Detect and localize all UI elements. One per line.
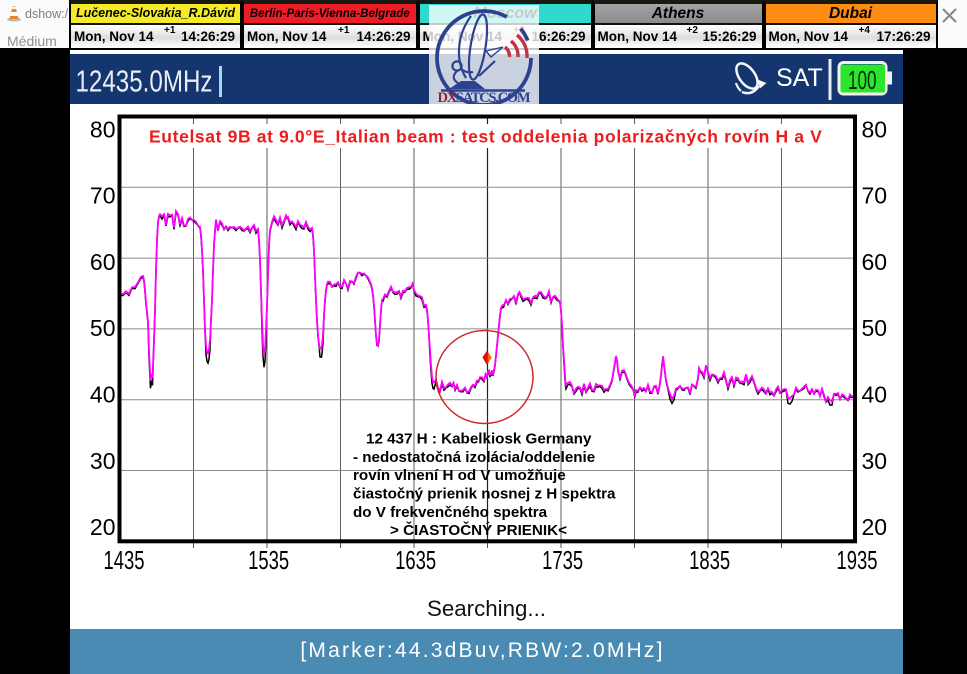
svg-text:80: 80 — [90, 116, 116, 142]
svg-text:60: 60 — [862, 249, 888, 275]
svg-text:Eutelsat 9B at 9.0°E_Italian b: Eutelsat 9B at 9.0°E_Italian beam : test… — [149, 127, 822, 147]
svg-text:do V frekvenčného spektra: do V frekvenčného spektra — [353, 504, 548, 521]
svg-text:20: 20 — [90, 514, 116, 540]
svg-text:Searching...: Searching... — [427, 596, 546, 621]
svg-text:12435.0MHz: 12435.0MHz — [76, 63, 213, 98]
svg-text:1635: 1635 — [395, 545, 436, 575]
svg-text:rovín vlnení H od V umožňuje: rovín vlnení H od V umožňuje — [353, 467, 566, 484]
svg-text:SAT: SAT — [776, 64, 823, 92]
svg-text:1835: 1835 — [689, 545, 730, 575]
svg-text:30: 30 — [862, 448, 888, 474]
svg-text:12 437 H : Kabelkiosk Germany: 12 437 H : Kabelkiosk Germany — [366, 431, 592, 448]
svg-text:50: 50 — [90, 315, 116, 341]
svg-text:70: 70 — [90, 183, 116, 209]
svg-text:1435: 1435 — [104, 545, 145, 575]
svg-text:1935: 1935 — [837, 545, 878, 575]
svg-text:DXSATCS.COM: DXSATCS.COM — [438, 90, 531, 104]
svg-text:70: 70 — [862, 183, 888, 209]
svg-text:50: 50 — [862, 315, 888, 341]
svg-text:30: 30 — [90, 448, 116, 474]
svg-text:- nedostatočná izolácia/oddele: - nedostatočná izolácia/oddelenie — [353, 449, 595, 466]
svg-text:> ČIASTOČNÝ PRIENIK<: > ČIASTOČNÝ PRIENIK< — [390, 521, 567, 539]
svg-text:40: 40 — [90, 382, 116, 408]
svg-text:1735: 1735 — [542, 545, 583, 575]
svg-text:20: 20 — [862, 514, 888, 540]
svg-text:100: 100 — [848, 65, 877, 95]
svg-text:80: 80 — [862, 116, 888, 142]
svg-text:40: 40 — [862, 382, 888, 408]
svg-text:60: 60 — [90, 249, 116, 275]
svg-text:1535: 1535 — [248, 545, 289, 575]
svg-text:čiastočný prienik nosnej z H s: čiastočný prienik nosnej z H spektra — [353, 486, 616, 503]
